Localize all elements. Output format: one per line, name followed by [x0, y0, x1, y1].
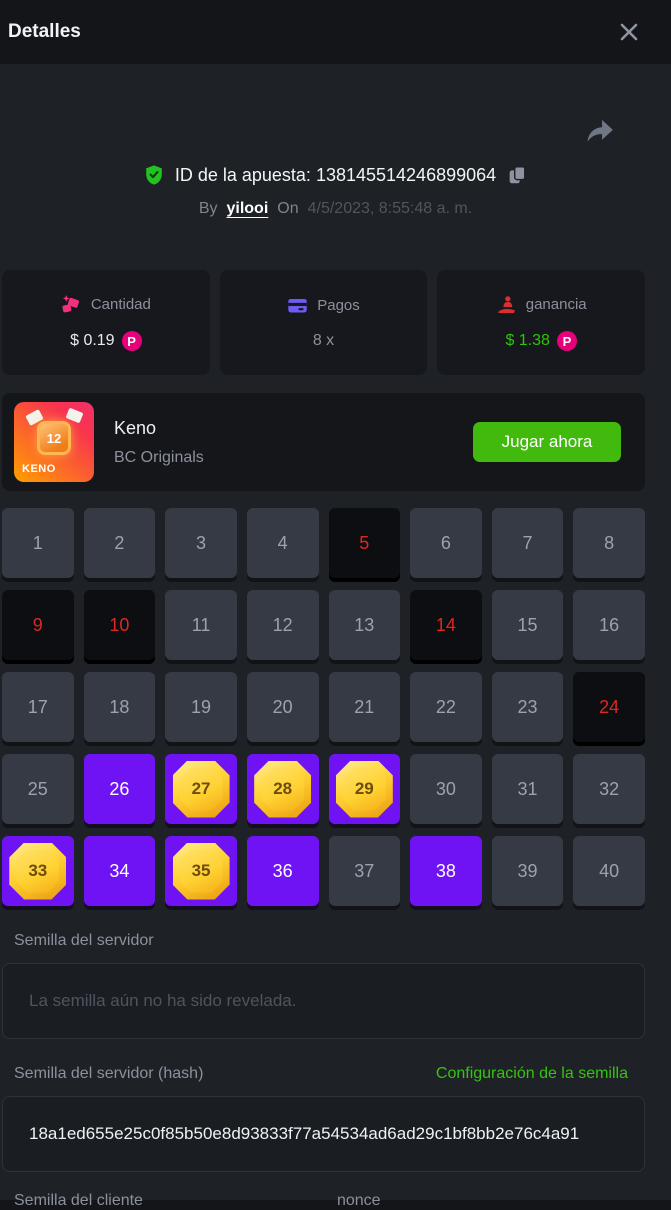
game-name: Keno	[114, 417, 157, 438]
keno-grid: 1 2 3 4 5 6 7 8 9 10 11 12 13 14 15 16 17 18 19 20 21 22 23 24 2…	[2, 508, 645, 906]
keno-cell-38: 38	[410, 836, 482, 906]
gem-icon: 33	[9, 842, 67, 900]
server-seed-hash-field[interactable]: 18a1ed655e25c0f85b50e8d93833f77a54534ad6…	[2, 1096, 645, 1172]
keno-cell-22: 22	[410, 672, 482, 742]
card-icon	[287, 295, 308, 316]
server-seed-placeholder: La semilla aún no ha sido revelada.	[29, 991, 297, 1010]
keno-cell-16: 16	[573, 590, 645, 660]
share-icon[interactable]	[584, 118, 615, 146]
bet-date: 4/5/2023, 8:55:48 a. m.	[307, 200, 473, 217]
tile-gem-icon: 12	[37, 421, 71, 455]
keno-game-thumbnail[interactable]: 12 KENO	[14, 402, 94, 482]
keno-cell-33: 33	[2, 836, 74, 906]
keno-cell-35: 35	[165, 836, 237, 906]
amount-card: Cantidad $ 0.19 P	[2, 270, 210, 375]
bet-id-text: ID de la apuesta: 138145514246899064	[174, 164, 497, 185]
keno-cell-12: 12	[246, 590, 319, 660]
keno-cell-7: 7	[491, 508, 564, 578]
modal-title: Detalles	[8, 21, 81, 42]
by-label: By	[198, 200, 218, 217]
profit-card: ganancia $ 1.38 P	[437, 270, 646, 375]
keno-cell-23: 23	[491, 672, 564, 742]
verified-shield-icon	[143, 164, 165, 186]
keno-cell-24: 24	[573, 672, 645, 742]
keno-cell-26: 26	[83, 754, 156, 824]
server-seed-field[interactable]: La semilla aún no ha sido revelada.	[2, 963, 645, 1039]
keno-cell-1: 1	[2, 508, 74, 578]
stat-cards: Cantidad $ 0.19 P Pagos 8 x	[2, 270, 646, 375]
keno-cell-13: 13	[328, 590, 401, 660]
dot-coin-icon: P	[121, 331, 142, 351]
close-icon[interactable]	[617, 20, 641, 44]
amount-value: $ 0.19	[70, 332, 115, 349]
keno-cell-28: 28	[246, 754, 319, 824]
seed-settings-link[interactable]: Configuración de la semilla	[435, 1065, 628, 1082]
payout-value: 8 x	[312, 332, 335, 349]
keno-cell-31: 31	[491, 754, 564, 824]
keno-cell-32: 32	[573, 754, 645, 824]
gems-icon	[61, 294, 82, 315]
modal-header: Detalles	[0, 0, 671, 64]
payout-label: Pagos	[317, 297, 360, 314]
keno-cell-27: 27	[165, 754, 237, 824]
keno-cell-29: 29	[328, 754, 401, 824]
keno-cell-20: 20	[246, 672, 319, 742]
keno-cell-37: 37	[328, 836, 401, 906]
gem-icon: 35	[172, 842, 230, 900]
amount-label: Cantidad	[90, 296, 151, 313]
keno-cell-10: 10	[83, 590, 156, 660]
gem-icon: 27	[172, 760, 230, 818]
keno-cell-40: 40	[573, 836, 645, 906]
tile-label: KENO	[22, 463, 56, 475]
keno-cell-5: 5	[328, 508, 401, 578]
client-seed-label: Semilla del cliente	[14, 1192, 143, 1209]
keno-cell-8: 8	[573, 508, 645, 578]
keno-cell-9: 9	[2, 590, 74, 660]
ticket-icon	[65, 407, 84, 424]
keno-cell-18: 18	[83, 672, 156, 742]
keno-cell-25: 25	[2, 754, 74, 824]
keno-cell-17: 17	[2, 672, 74, 742]
keno-cell-21: 21	[328, 672, 401, 742]
keno-cell-6: 6	[410, 508, 482, 578]
keno-cell-30: 30	[410, 754, 482, 824]
keno-cell-36: 36	[246, 836, 319, 906]
keno-cell-11: 11	[165, 590, 237, 660]
keno-cell-14: 14	[410, 590, 482, 660]
server-seed-label: Semilla del servidor	[14, 932, 154, 949]
keno-cell-34: 34	[83, 836, 156, 906]
profit-value: $ 1.38	[505, 332, 550, 349]
keno-cell-19: 19	[165, 672, 237, 742]
copy-icon[interactable]	[506, 164, 528, 186]
username-link[interactable]: yilooi	[226, 200, 269, 217]
payout-card: Pagos 8 x	[219, 270, 428, 375]
game-provider: BC Originals	[114, 448, 204, 466]
dot-coin-icon: P	[556, 331, 577, 351]
keno-cell-39: 39	[491, 836, 564, 906]
on-label: On	[277, 200, 299, 217]
bet-byline: By yilooi On 4/5/2023, 8:55:48 a. m.	[0, 200, 671, 222]
bet-id-value: 138145514246899064	[315, 164, 497, 185]
keno-cell-4: 4	[246, 508, 319, 578]
nonce-label: nonce	[336, 1192, 381, 1209]
play-now-button[interactable]: Jugar ahora	[473, 422, 621, 462]
gem-icon: 28	[254, 760, 312, 818]
game-panel: 12 KENO Keno BC Originals Jugar ahora	[2, 393, 645, 491]
bet-id-row: ID de la apuesta: 138145514246899064	[0, 162, 671, 188]
server-seed-hash-label: Semilla del servidor (hash)	[14, 1065, 204, 1082]
keno-cell-15: 15	[491, 590, 564, 660]
keno-cell-2: 2	[83, 508, 156, 578]
server-seed-hash-value: 18a1ed655e25c0f85b50e8d93833f77a54534ad6…	[29, 1124, 580, 1143]
hand-person-icon	[496, 294, 517, 315]
profit-label: ganancia	[525, 296, 587, 313]
keno-cell-3: 3	[165, 508, 237, 578]
gem-icon: 29	[335, 760, 393, 818]
